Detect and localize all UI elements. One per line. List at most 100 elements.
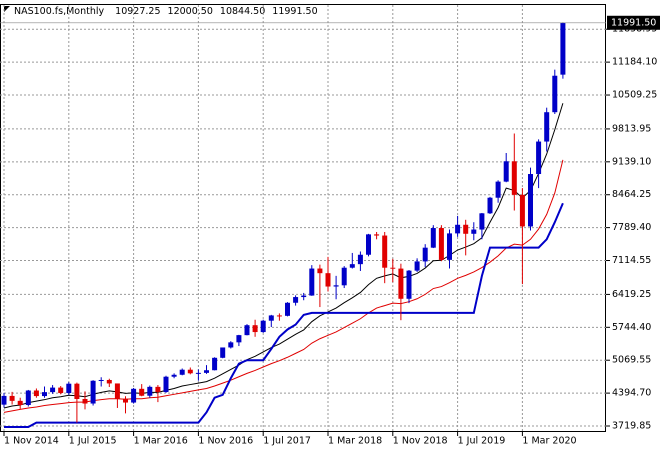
candle-body <box>1 395 7 405</box>
candle-body <box>252 325 258 333</box>
candle-body <box>25 390 31 405</box>
indicator-line <box>3 103 564 409</box>
high-label: 12000.50 <box>168 6 213 17</box>
symbol: NAS100.fs,Monthly <box>14 6 105 17</box>
candle-body <box>285 302 290 316</box>
candle-body <box>414 261 420 271</box>
candle-body <box>155 386 161 393</box>
y-tick-label: 8464.25 <box>612 189 651 200</box>
open-label: 10927.25 <box>115 6 160 17</box>
y-tick-label: 6419.25 <box>612 289 651 300</box>
candle-body <box>114 383 120 399</box>
candle-body <box>9 395 15 401</box>
y-tick-label: 3719.85 <box>612 421 651 432</box>
candle-body <box>341 267 347 286</box>
candle-body <box>33 390 39 397</box>
candle-body <box>560 22 566 75</box>
candle-body <box>139 388 145 396</box>
candle-body <box>536 141 542 175</box>
candle-body <box>333 285 339 287</box>
candle-body <box>528 174 533 227</box>
candle-body <box>511 161 517 195</box>
candle-body <box>276 315 282 317</box>
candle-body <box>236 335 242 343</box>
candle-body <box>479 213 485 230</box>
x-tick-label: 1 Nov 2016 <box>198 436 253 447</box>
candle-body <box>260 320 266 333</box>
candle-body <box>228 342 234 348</box>
candle-body <box>131 388 137 403</box>
corner-marker <box>4 6 10 12</box>
close-label: 11991.50 <box>272 6 317 17</box>
y-tick-label: 10509.25 <box>612 90 657 101</box>
candle-body <box>317 268 323 274</box>
candle-body <box>42 392 47 397</box>
indicator-line <box>3 159 564 413</box>
candle-body <box>438 228 444 260</box>
x-tick-label: 1 Mar 2018 <box>328 436 382 447</box>
candle-body <box>366 234 371 255</box>
candle-body <box>204 370 209 373</box>
y-tick-label: 7789.40 <box>612 222 651 233</box>
candle-body <box>74 383 80 399</box>
candle-body <box>495 181 501 198</box>
candle-body <box>544 112 550 142</box>
y-tick-label: 7114.55 <box>612 255 651 266</box>
candle-body <box>212 357 218 371</box>
candle-body <box>487 197 493 214</box>
candle-body <box>471 229 477 234</box>
candle-body <box>519 194 525 227</box>
candle-body <box>187 369 193 374</box>
x-tick-label: 1 Nov 2018 <box>393 436 448 447</box>
candle-body <box>349 264 355 268</box>
candle-body <box>147 386 153 396</box>
candle-body <box>422 247 428 262</box>
candle-body <box>503 161 509 182</box>
candle-body <box>106 379 112 384</box>
candle-body <box>325 273 331 287</box>
y-tick-label: 5744.40 <box>612 322 651 333</box>
candle-body <box>406 270 412 299</box>
x-tick-label: 1 Jul 2015 <box>69 436 117 447</box>
x-tick-label: 1 Jul 2019 <box>458 436 506 447</box>
candle-body <box>357 254 363 265</box>
candle-body <box>179 369 185 375</box>
candle-body <box>244 325 250 336</box>
candle-body <box>82 398 88 404</box>
candle-body <box>220 347 226 358</box>
candle-body <box>66 383 72 394</box>
x-tick-label: 1 Mar 2016 <box>134 436 188 447</box>
candle-body <box>195 372 201 374</box>
y-tick-label: 4394.70 <box>612 388 651 399</box>
last-price-tag <box>607 15 660 30</box>
y-tick-label: 5069.55 <box>612 355 651 366</box>
candle-body <box>268 315 274 321</box>
candle-body <box>455 224 461 234</box>
chart-header: NAS100.fs,Monthly 10927.25 12000.50 1084… <box>14 6 318 17</box>
y-tick-label: 11184.10 <box>612 57 657 68</box>
x-tick-label: 1 Mar 2020 <box>522 436 576 447</box>
y-tick-label: 9813.95 <box>612 123 651 134</box>
candle-body <box>463 224 469 234</box>
candle-body <box>309 268 315 296</box>
candle-body <box>382 235 388 268</box>
candle-body <box>163 376 169 393</box>
candle-body <box>17 400 23 405</box>
x-tick-label: 1 Jul 2017 <box>263 436 311 447</box>
plot-frame <box>0 4 606 432</box>
candle-body <box>293 297 299 303</box>
y-tick-label: 9139.10 <box>612 156 651 167</box>
candle-body <box>90 380 96 404</box>
candle-body <box>374 234 380 236</box>
last-price-label: 11991.50 <box>611 17 656 28</box>
candle-body <box>430 228 436 248</box>
candle-body <box>171 374 177 377</box>
x-tick-label: 1 Nov 2014 <box>4 436 59 447</box>
candle-body <box>447 233 452 260</box>
candle-body <box>123 398 128 403</box>
candle-body <box>58 387 64 394</box>
indicator-line <box>4 202 564 428</box>
low-label: 10844.50 <box>220 6 265 17</box>
